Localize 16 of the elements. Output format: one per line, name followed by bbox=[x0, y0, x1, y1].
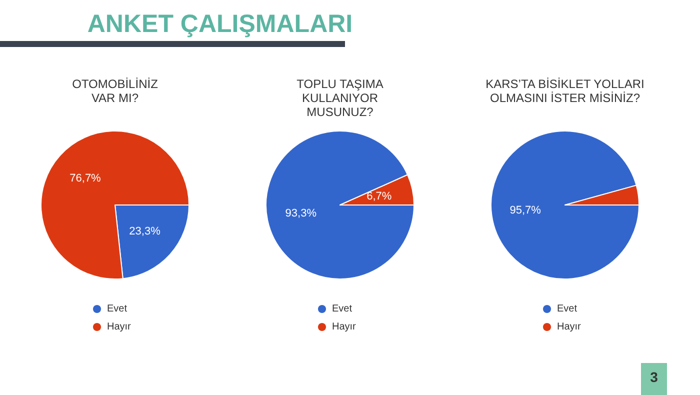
chart-title: KARS’TA BİSİKLET YOLLARI OLMASINI İSTER MİSİNİZ? bbox=[486, 77, 644, 105]
chart-title: TOPLU TAŞIMA KULLANIYOR MUSUNUZ? bbox=[296, 77, 384, 119]
data-label: 6,7% bbox=[366, 190, 392, 203]
data-label: 76,7% bbox=[70, 172, 102, 184]
legend-label: Evet bbox=[332, 304, 352, 314]
data-label: 23,3% bbox=[129, 226, 161, 238]
data-label: 93,3% bbox=[285, 207, 317, 220]
data-label: 95,7% bbox=[510, 204, 542, 216]
legend-label: Hayır bbox=[332, 322, 357, 332]
chart-title: OTOMOBİLİNİZ VAR MI? bbox=[72, 77, 158, 105]
text: 3 bbox=[641, 363, 667, 395]
legend-label: Hayır bbox=[557, 322, 582, 332]
text: ANKET ÇALIŞMALARI bbox=[86, 10, 354, 39]
legend-label: Hayır bbox=[107, 322, 132, 332]
legend-label: Evet bbox=[107, 304, 128, 314]
legend-label: Evet bbox=[557, 304, 578, 314]
